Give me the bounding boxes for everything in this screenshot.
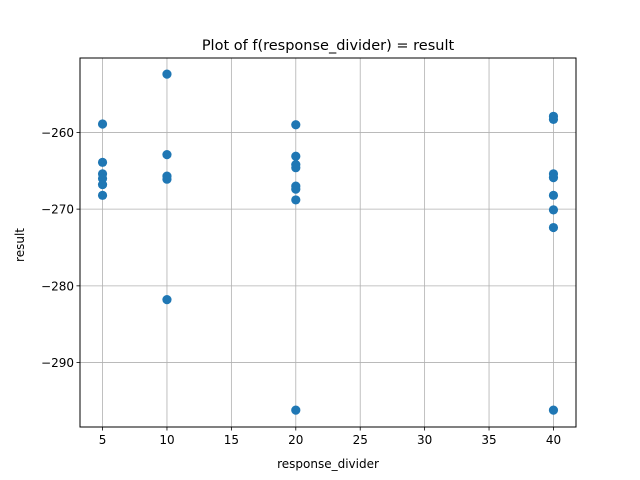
y-tick-label: −260 xyxy=(41,126,74,140)
data-point xyxy=(291,184,301,194)
data-point xyxy=(548,190,559,200)
x-tick-label: 40 xyxy=(546,433,561,447)
data-point xyxy=(548,114,559,124)
x-axis-label: response_divider xyxy=(277,457,379,471)
x-tick-label: 5 xyxy=(99,433,107,447)
chart-title: Plot of f(response_divider) = result xyxy=(202,38,455,54)
data-point xyxy=(291,120,301,130)
data-point xyxy=(548,173,559,183)
x-tick-label: 15 xyxy=(224,433,239,447)
y-tick-label: −280 xyxy=(41,279,74,293)
x-tick-label: 30 xyxy=(417,433,432,447)
data-point xyxy=(291,405,301,415)
x-tick-label: 25 xyxy=(353,433,368,447)
data-point xyxy=(548,222,559,233)
data-point xyxy=(548,405,559,415)
data-point xyxy=(97,119,108,129)
grid-lines xyxy=(80,58,576,427)
y-tick-label: −290 xyxy=(41,356,74,370)
x-tick-label: 10 xyxy=(159,433,174,447)
data-point xyxy=(291,163,301,173)
x-tick-label: 35 xyxy=(481,433,496,447)
plot-area-frame xyxy=(79,57,577,428)
data-point xyxy=(162,295,172,305)
data-point xyxy=(548,205,559,215)
data-point xyxy=(97,179,108,190)
data-point xyxy=(97,190,108,200)
data-point xyxy=(162,69,172,79)
y-tick-label: −270 xyxy=(41,203,74,217)
data-point xyxy=(97,157,108,167)
y-axis-label: result xyxy=(13,228,27,262)
data-points xyxy=(97,69,559,415)
axis-ticks: 5 10 15 20 25 30 35 40 −290 −280 −270 −260 xyxy=(41,126,561,447)
data-point xyxy=(291,195,301,205)
data-point xyxy=(162,174,172,184)
data-point xyxy=(162,150,172,160)
x-tick-label: 20 xyxy=(288,433,303,447)
data-point xyxy=(291,151,301,161)
